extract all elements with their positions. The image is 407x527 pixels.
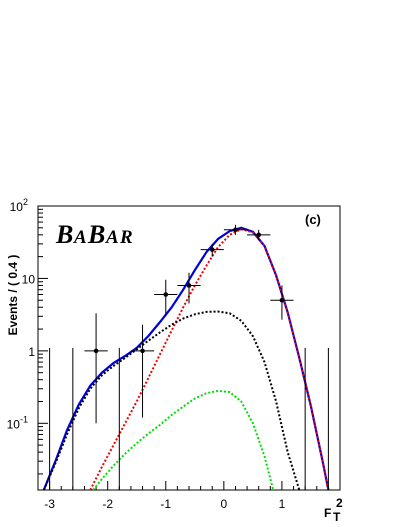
svg-text:B: B <box>55 220 73 249</box>
series-curve-1 <box>89 228 330 490</box>
x-tick-label-4: 1 <box>279 497 286 511</box>
y-axis-label: Events / ( 0.4 ) <box>6 255 20 336</box>
data-marker <box>140 348 145 354</box>
y-tick-label-0: 10-1 <box>7 414 28 431</box>
series-curve-3 <box>92 389 275 490</box>
data-marker <box>233 227 238 233</box>
svg-text:F: F <box>324 506 331 520</box>
data-marker <box>186 283 192 288</box>
data-point-6 <box>247 229 271 240</box>
svg-text:A: A <box>73 227 87 248</box>
svg-text:T: T <box>333 510 341 524</box>
svg-text:B: B <box>87 220 105 249</box>
y-tick-label-1: 1 <box>28 345 35 359</box>
plot-frame <box>37 205 341 491</box>
data-points <box>49 224 329 490</box>
data-point-5 <box>223 224 248 235</box>
x-tick-label-1: -2 <box>102 497 113 511</box>
babar-logo: B A B A R <box>55 220 133 249</box>
y-tick-label-2: 10 <box>22 272 36 286</box>
svg-text:R: R <box>119 227 133 248</box>
svg-text:2: 2 <box>336 496 343 510</box>
data-point-4 <box>200 243 224 257</box>
y-tick-label-3: 102 <box>10 197 28 214</box>
axis-ticks <box>37 205 329 490</box>
x-tick-label-0: -3 <box>44 497 55 511</box>
data-marker <box>279 297 285 303</box>
data-point-1 <box>130 324 155 418</box>
data-marker <box>93 348 99 354</box>
data-point-2 <box>154 279 178 317</box>
x-tick-label-2: -1 <box>160 497 171 511</box>
x-axis-label: F T 2 <box>324 496 343 524</box>
data-point-3 <box>177 272 201 304</box>
x-tick-label-3: 0 <box>221 497 228 511</box>
data-point-0 <box>84 313 108 424</box>
panel-label: (c) <box>305 212 321 227</box>
svg-text:A: A <box>105 227 119 248</box>
data-marker <box>163 292 169 297</box>
data-marker <box>209 247 215 252</box>
data-point-7 <box>270 285 294 320</box>
data-marker <box>256 232 261 238</box>
axis-labels: -3 -2 -1 0 1 10-1 1 10 102 <box>7 197 286 511</box>
